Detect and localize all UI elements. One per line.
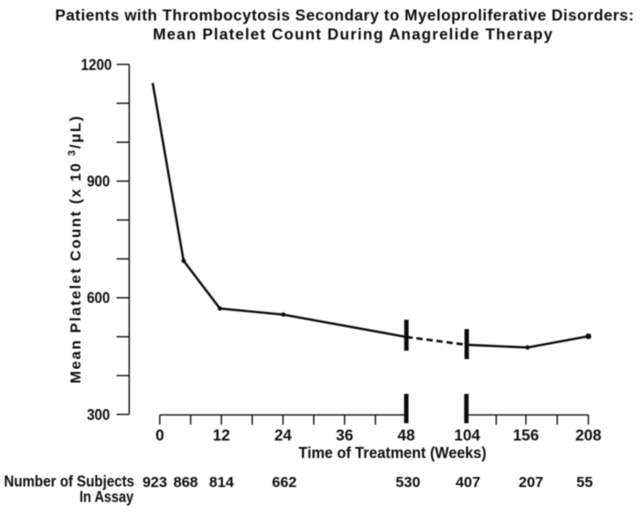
svg-text:104: 104 [454, 427, 480, 444]
svg-text:407: 407 [456, 475, 481, 491]
svg-text:900: 900 [87, 174, 110, 191]
svg-text:662: 662 [272, 475, 297, 491]
svg-text:156: 156 [513, 427, 539, 444]
svg-text:814: 814 [209, 475, 234, 491]
svg-text:600: 600 [87, 290, 110, 307]
svg-text:55: 55 [576, 475, 592, 491]
svg-text:0: 0 [155, 427, 164, 444]
svg-text:207: 207 [519, 475, 544, 491]
svg-text:Time of Treatment (Weeks): Time of Treatment (Weeks) [299, 445, 487, 462]
svg-text:36: 36 [336, 427, 354, 444]
svg-text:12: 12 [213, 427, 231, 444]
svg-text:Patients with Thrombocytosis S: Patients with Thrombocytosis Secondary t… [55, 7, 634, 24]
svg-text:1200: 1200 [81, 57, 112, 74]
svg-text:48: 48 [398, 427, 416, 444]
svg-text:Mean Platelet Count (x 10 3/μL: Mean Platelet Count (x 10 3/μL) [66, 115, 85, 384]
svg-text:Number of Subjects: Number of Subjects [4, 474, 134, 491]
svg-text:Mean Platelet Count During Ana: Mean Platelet Count During Anagrelide Th… [153, 27, 554, 44]
svg-text:530: 530 [396, 475, 421, 491]
svg-text:923: 923 [142, 475, 167, 491]
svg-text:In Assay: In Assay [79, 489, 133, 506]
svg-text:208: 208 [575, 427, 601, 444]
svg-text:868: 868 [173, 475, 198, 491]
svg-text:24: 24 [274, 427, 292, 444]
svg-text:300: 300 [87, 407, 110, 424]
